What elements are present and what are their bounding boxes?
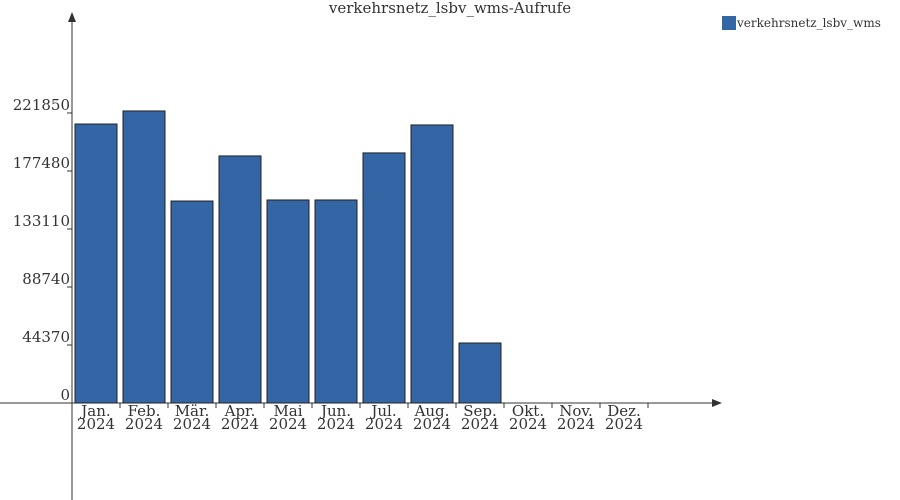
bar <box>410 124 454 404</box>
x-tick-label: 2024 <box>317 415 355 433</box>
y-tick-label: 0 <box>60 386 70 404</box>
x-tick-label: Okt. <box>512 402 544 420</box>
bar <box>170 200 214 404</box>
x-tick-label: Sep. <box>463 402 497 420</box>
x-tick-label: Jun. <box>319 402 351 420</box>
bar <box>74 123 118 404</box>
x-tick-label: 2024 <box>509 415 547 433</box>
x-tick-label: 2024 <box>413 415 451 433</box>
x-tick-label: Nov. <box>559 402 593 420</box>
x-tick-label: 2024 <box>557 415 595 433</box>
bar <box>266 199 310 404</box>
x-tick-label: 2024 <box>221 415 259 433</box>
x-axis-arrow <box>712 399 722 407</box>
y-tick-label: 88740 <box>22 270 70 288</box>
y-axis-arrow <box>68 12 76 22</box>
x-tick-label: Mai <box>273 402 302 420</box>
legend-swatch <box>722 16 736 30</box>
x-tick-label: 2024 <box>125 415 163 433</box>
x-tick-label: 2024 <box>77 415 115 433</box>
legend-label: verkehrsnetz_lsbv_wms <box>736 16 881 30</box>
x-tick-label: Jul. <box>369 402 396 420</box>
chart-title: verkehrsnetz_lsbv_wms-Aufrufe <box>328 0 571 17</box>
x-tick-label: Mär. <box>175 402 210 420</box>
y-tick-label: 221850 <box>13 96 70 114</box>
y-tick-label: 133110 <box>13 212 70 230</box>
x-tick-label: 2024 <box>461 415 499 433</box>
bar <box>362 152 406 404</box>
x-tick-label: Feb. <box>128 402 161 420</box>
x-tick-label: 2024 <box>605 415 643 433</box>
y-tick-label: 44370 <box>22 328 70 346</box>
y-tick-label: 177480 <box>13 154 70 172</box>
bar <box>218 155 262 404</box>
x-tick-label: Apr. <box>224 402 256 420</box>
x-tick-label: 2024 <box>173 415 211 433</box>
x-tick-label: Jan. <box>79 402 110 420</box>
bar <box>458 342 502 404</box>
x-tick-label: 2024 <box>269 415 307 433</box>
x-tick-label: Aug. <box>414 402 450 420</box>
bar <box>314 199 358 404</box>
x-tick-label: 2024 <box>365 415 403 433</box>
x-tick-label: Dez. <box>607 402 641 420</box>
bar <box>122 110 166 404</box>
